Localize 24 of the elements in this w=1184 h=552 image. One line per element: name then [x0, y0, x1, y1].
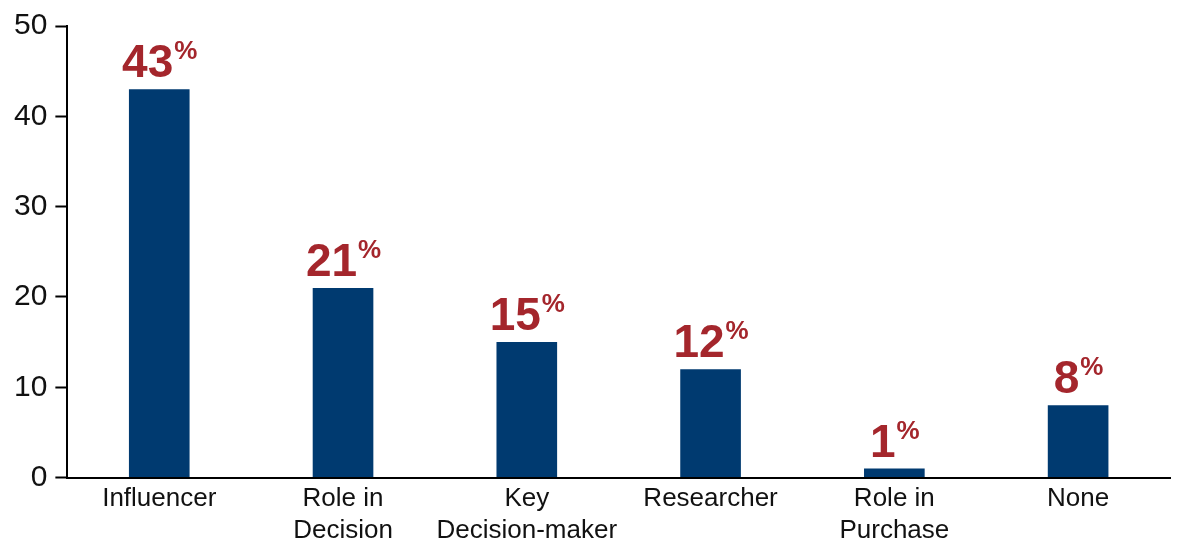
x-tick-label: None [1047, 482, 1110, 513]
x-tick-label: Influencer [102, 482, 217, 513]
data-label: 21% [305, 233, 382, 286]
y-tick-label: 50 [13, 7, 48, 41]
data-label: 1% [869, 414, 920, 467]
bar [128, 89, 190, 478]
bar [864, 468, 925, 478]
y-tick-label: 10 [13, 368, 48, 402]
data-label: 8% [1053, 351, 1104, 404]
data-label: 15% [489, 288, 565, 341]
bar [1047, 405, 1109, 478]
bar [496, 342, 558, 478]
x-tick-label: Researcher [643, 482, 779, 513]
y-tick-label: 30 [13, 187, 48, 221]
y-tick-label: 20 [13, 278, 48, 312]
data-label: 43% [122, 35, 198, 88]
x-tick-label: Role in Decision [293, 482, 393, 544]
bar [680, 369, 741, 478]
bar [312, 287, 374, 478]
y-tick-label: 40 [13, 97, 48, 131]
data-label: 12% [673, 315, 749, 368]
x-tick-label: Key Decision-maker [436, 482, 618, 544]
y-tick-label: 0 [30, 458, 48, 492]
x-tick-label: Role in Purchase [839, 482, 950, 544]
